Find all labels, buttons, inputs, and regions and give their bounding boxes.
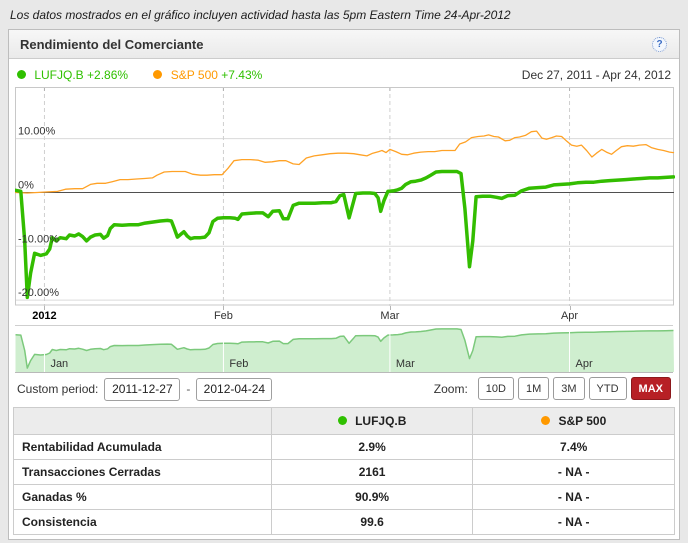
table-row: Rentabilidad Acumulada 2.9% 7.4% xyxy=(13,434,675,460)
svg-text:Feb: Feb xyxy=(229,358,248,370)
row-label: Consistencia xyxy=(13,509,272,535)
row-value-sp500: - NA - xyxy=(472,509,675,535)
svg-text:-20.00%: -20.00% xyxy=(18,287,59,299)
date-range-separator: - xyxy=(186,382,191,396)
x-axis-label: Mar xyxy=(380,310,400,322)
legend-item-lufjqb[interactable]: LUFJQ.B +2.86% xyxy=(17,63,128,87)
zoom-3m-button[interactable]: 3M xyxy=(553,377,585,400)
period-controls: Custom period: - Zoom: 10D 1M 3M YTD MAX xyxy=(13,373,675,405)
legend-series-name: LUFJQ.B xyxy=(34,68,84,82)
x-axis-label: Apr xyxy=(560,310,579,322)
data-freshness-note: Los datos mostrados en el gráfico incluy… xyxy=(10,8,511,22)
chart-legend: LUFJQ.B +2.86% S&P 500 +7.43% Dec 27, 20… xyxy=(13,63,675,87)
table-row: Ganadas % 90.9% - NA - xyxy=(13,484,675,510)
row-value-lufjqb: 2161 xyxy=(270,459,474,485)
legend-item-sp500[interactable]: S&P 500 +7.43% xyxy=(153,63,262,87)
row-value-sp500: - NA - xyxy=(472,484,675,510)
orange-dot-icon xyxy=(153,70,163,79)
x-axis-tick xyxy=(223,306,225,310)
empty-header-cell xyxy=(13,407,272,435)
row-label: Ganadas % xyxy=(13,484,272,510)
row-label: Transacciones Cerradas xyxy=(13,459,272,485)
header-sp500-label: S&P 500 xyxy=(558,414,607,428)
zoom-label: Zoom: xyxy=(433,381,468,396)
header-lufjqb-label: LUFJQ.B xyxy=(355,414,407,428)
row-value-lufjqb: 90.9% xyxy=(270,484,474,510)
zoom-max-button[interactable]: MAX xyxy=(630,377,671,400)
row-value-lufjqb: 99.6 xyxy=(270,509,474,535)
chart-date-range: Dec 27, 2011 - Apr 24, 2012 xyxy=(521,68,671,82)
header-lufjqb: LUFJQ.B xyxy=(270,407,474,435)
row-value-sp500: 7.4% xyxy=(472,434,675,460)
range-navigator[interactable]: Jan Feb Mar Apr xyxy=(15,325,675,373)
orange-dot-icon xyxy=(541,416,551,425)
help-icon[interactable]: ? xyxy=(652,37,667,52)
legend-series-name: S&P 500 xyxy=(170,68,218,82)
x-axis-label: Feb xyxy=(213,310,233,322)
panel-body: LUFJQ.B +2.86% S&P 500 +7.43% Dec 27, 20… xyxy=(9,59,679,539)
row-value-lufjqb: 2.9% xyxy=(270,434,474,460)
zoom-button-group: Zoom: 10D 1M 3M YTD MAX xyxy=(434,377,671,400)
main-chart[interactable]: 10.00% 0% -10.00% -20.00% xyxy=(15,87,675,306)
x-axis-tick xyxy=(389,306,391,310)
header-sp500: S&P 500 xyxy=(472,407,675,435)
svg-text:Mar: Mar xyxy=(396,358,415,370)
date-from-input[interactable] xyxy=(104,377,181,401)
table-row: Consistencia 99.6 - NA - xyxy=(13,509,675,535)
custom-period-label: Custom period: xyxy=(17,382,99,396)
panel-title: Rendimiento del Comerciante xyxy=(20,37,204,52)
svg-text:Jan: Jan xyxy=(50,358,68,370)
svg-text:10.00%: 10.00% xyxy=(18,126,56,138)
performance-stats-table: LUFJQ.B S&P 500 Rentabilidad Acumulada 2… xyxy=(13,407,675,535)
green-dot-icon xyxy=(337,416,347,425)
green-dot-icon xyxy=(17,70,26,79)
table-row: Transacciones Cerradas 2161 - NA - xyxy=(13,459,675,485)
x-axis-label: 2012 xyxy=(32,310,57,322)
performance-panel: Rendimiento del Comerciante ? LUFJQ.B +2… xyxy=(8,29,680,540)
zoom-10d-button[interactable]: 10D xyxy=(477,377,514,400)
svg-text:Apr: Apr xyxy=(576,358,593,370)
navigator-canvas[interactable]: Jan Feb Mar Apr xyxy=(15,326,675,372)
svg-text:-10.00%: -10.00% xyxy=(18,233,59,245)
legend-series-change: +7.43% xyxy=(221,68,263,82)
x-axis: 2012 Feb Mar Apr xyxy=(15,306,673,325)
main-chart-canvas[interactable]: 10.00% 0% -10.00% -20.00% xyxy=(15,87,675,306)
legend-series-change: +2.86% xyxy=(87,68,129,82)
zoom-1m-button[interactable]: 1M xyxy=(517,377,550,400)
panel-header: Rendimiento del Comerciante ? xyxy=(9,30,679,59)
svg-text:0%: 0% xyxy=(18,179,34,191)
x-axis-tick xyxy=(44,306,46,310)
date-to-input[interactable] xyxy=(196,377,273,401)
table-header-row: LUFJQ.B S&P 500 xyxy=(13,407,675,435)
zoom-ytd-button[interactable]: YTD xyxy=(588,377,627,400)
x-axis-tick xyxy=(569,306,571,310)
row-label: Rentabilidad Acumulada xyxy=(13,434,272,460)
row-value-sp500: - NA - xyxy=(472,459,675,485)
